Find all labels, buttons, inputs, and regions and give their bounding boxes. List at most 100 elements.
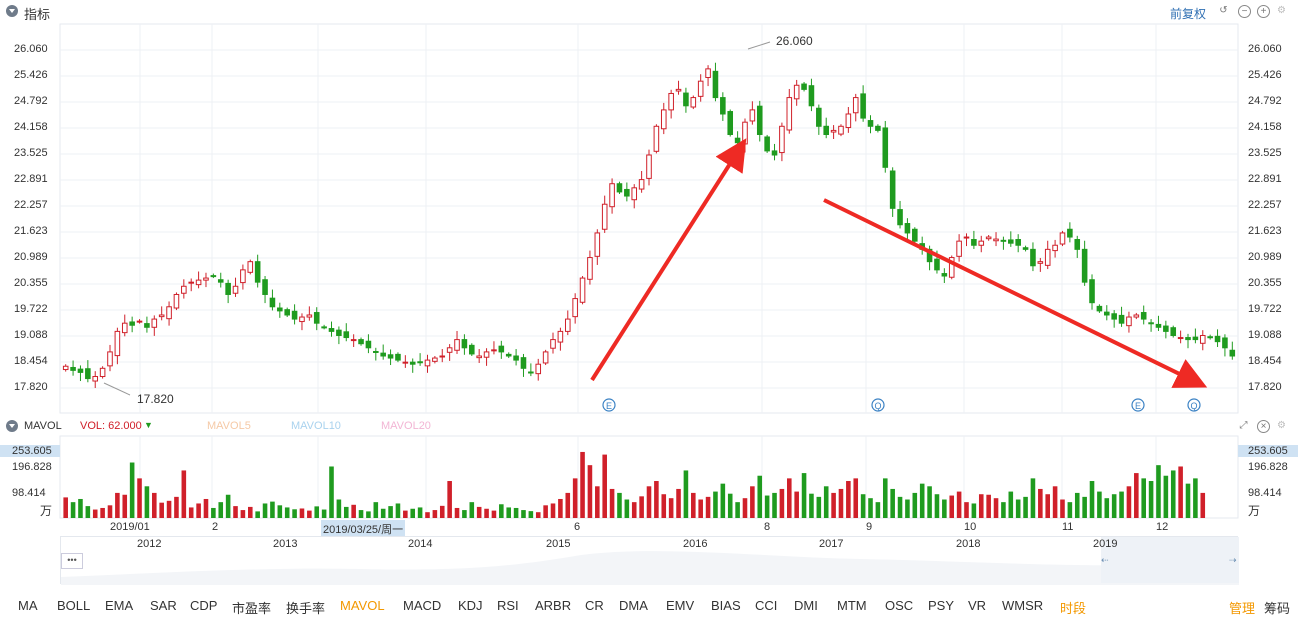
candle-body [299, 316, 305, 323]
volume-bar [1038, 488, 1043, 518]
tab-macd[interactable]: MACD [403, 598, 442, 613]
tab-cr[interactable]: CR [585, 598, 604, 613]
candle-body [373, 350, 379, 353]
tab-ma[interactable]: MA [18, 598, 38, 613]
candle-body [690, 97, 697, 108]
vol-value-label[interactable]: VOL: 62.000 [80, 420, 142, 432]
volume-bar [454, 507, 460, 518]
candle-body [875, 125, 881, 131]
candle-body [1133, 314, 1140, 318]
adjust-button[interactable]: 前复权 [1170, 7, 1207, 21]
navigator-left-handle[interactable]: ⇠ [1101, 555, 1109, 565]
close-icon[interactable]: × [1257, 420, 1270, 433]
candle-body [284, 309, 290, 316]
volume-bar [343, 506, 349, 518]
tab-bias[interactable]: BIAS [711, 598, 741, 613]
tab-psy[interactable]: PSY [928, 598, 955, 613]
zoom-in-icon[interactable]: + [1257, 5, 1270, 18]
volume-bar [942, 499, 947, 518]
price-tick-left: 19.088 [14, 328, 48, 341]
candle-body [136, 320, 143, 323]
tab-ema[interactable]: EMA [105, 598, 134, 613]
manage-button[interactable]: 管理 [1229, 601, 1256, 616]
candle-body [668, 92, 674, 111]
tab-time-period[interactable]: 时段 [1060, 601, 1087, 616]
candle-body [203, 277, 209, 281]
candle-body [181, 285, 187, 294]
volume-bar [469, 502, 475, 518]
tab-cdp[interactable]: CDP [190, 598, 218, 613]
tab-dma[interactable]: DMA [619, 598, 648, 613]
candle-body [402, 361, 409, 364]
price-tick-right: 24.792 [1248, 95, 1282, 107]
volume-bar [691, 492, 696, 518]
collapse-icon[interactable] [6, 5, 18, 17]
candle-body [852, 97, 859, 114]
candle-body [195, 279, 202, 286]
candle-body [358, 339, 364, 345]
vol-dropdown-icon[interactable]: ▼ [144, 420, 153, 430]
volume-bar [580, 451, 585, 518]
volume-bar [705, 496, 711, 518]
tab-arbr[interactable]: ARBR [535, 598, 572, 613]
tab-osc[interactable]: OSC [885, 598, 914, 613]
chips-button[interactable]: 筹码 [1264, 601, 1291, 616]
volume-bar [1067, 502, 1073, 518]
navigator-drag-handle[interactable]: ••• [61, 553, 83, 569]
volume-bar [484, 508, 489, 518]
candle-body [793, 84, 800, 100]
settings-icon[interactable]: ⚙ [1277, 5, 1286, 16]
candle-body [1008, 239, 1014, 244]
candle-body [121, 322, 128, 334]
volume-bar [831, 492, 836, 518]
tab-vr[interactable]: VR [968, 598, 987, 613]
zoom-out-icon[interactable]: − [1238, 5, 1251, 18]
volume-bar [292, 509, 297, 518]
tab-sar[interactable]: SAR [150, 598, 177, 613]
volume-bar [742, 498, 748, 518]
candle-body [469, 344, 475, 355]
vol-unit-left: 万 [40, 504, 53, 518]
volume-settings-icon[interactable]: ⚙ [1277, 420, 1286, 431]
event-marker-label: Q [1190, 401, 1197, 411]
candle-body [808, 85, 815, 107]
volume-bar [1030, 478, 1036, 518]
candle-body [217, 279, 224, 283]
volume-bar [499, 504, 504, 518]
reset-icon[interactable]: ↺ [1219, 5, 1228, 16]
tab-emv[interactable]: EMV [666, 598, 695, 613]
event-marker-label: Q [874, 401, 881, 411]
price-tick-left: 18.454 [14, 354, 48, 367]
volume-bar [462, 510, 467, 518]
tab-wmsr[interactable]: WMSR [1002, 598, 1044, 613]
tab-boll[interactable]: BOLL [57, 598, 91, 613]
tab-cci[interactable]: CCI [755, 598, 778, 613]
volume-bar [860, 494, 866, 518]
volume-collapse-icon[interactable] [6, 420, 18, 432]
candle-body [727, 111, 734, 136]
candle-body [336, 329, 342, 336]
volume-bar [284, 507, 290, 518]
tab-turnover[interactable]: 换手率 [286, 601, 326, 616]
navigator-window[interactable] [1101, 537, 1239, 583]
expand-icon[interactable]: ⤢ [1239, 420, 1248, 431]
volume-bar [757, 475, 763, 518]
tab-rsi[interactable]: RSI [497, 598, 519, 613]
volume-bar [85, 506, 91, 518]
volume-bar [366, 511, 371, 518]
candle-body [350, 339, 357, 342]
tab-pe[interactable]: 市盈率 [232, 601, 272, 616]
volume-bar [299, 508, 305, 518]
tab-dmi[interactable]: DMI [794, 598, 818, 613]
candle-body [225, 282, 231, 295]
volume-bar [1119, 491, 1124, 518]
candle-body [1089, 279, 1095, 304]
tab-mavol[interactable]: MAVOL [340, 598, 385, 613]
volume-bar [868, 498, 873, 518]
navigator-right-handle[interactable]: ⇢ [1229, 555, 1237, 565]
tab-kdj[interactable]: KDJ [458, 598, 483, 613]
candle-body [395, 353, 401, 361]
range-navigator[interactable]: ⇠ ⇢ ••• [60, 536, 1239, 585]
tab-mtm[interactable]: MTM [837, 598, 867, 613]
